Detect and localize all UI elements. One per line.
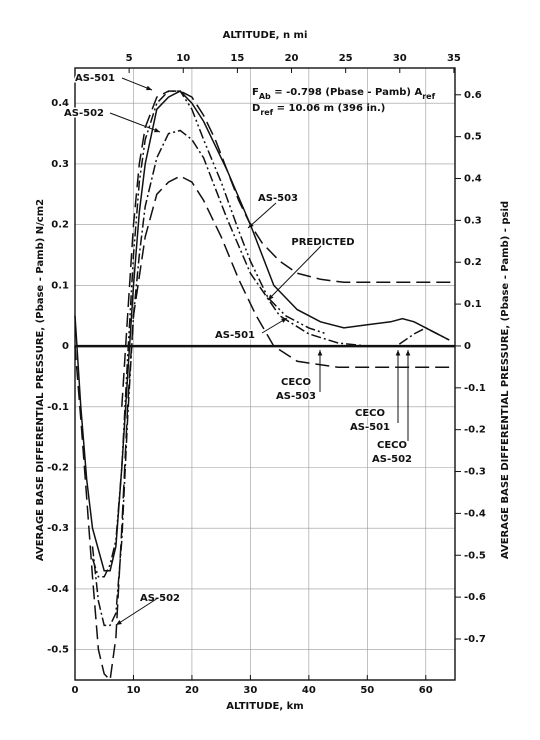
formula-text: F [252,87,259,98]
y2-tick-label: 0.3 [464,215,482,226]
y2-tick-label: 0 [464,341,471,352]
annotation: CECO [281,377,311,388]
y-tick-label: -0.2 [47,463,69,474]
y2-tick-label: 0.4 [464,174,482,185]
series-line [74,90,450,572]
arrow-head [268,294,274,300]
annotation: AS-501 [215,330,255,341]
formula-text: = -0.798 (Pbase - Pamb) A [271,87,423,98]
annotation-arrow [115,597,159,626]
x2-tick-label: 25 [339,53,353,64]
x-tick-label: 50 [360,685,374,696]
x2-tick-label: 10 [176,53,190,64]
y2-tick-label: 0.2 [464,257,482,268]
annotation: PREDICTED [291,237,354,248]
plot-frame [74,67,456,681]
x-tick-label: 30 [243,685,257,696]
annotation: AS-503 [276,391,316,402]
annotation: AS-501 [350,422,390,433]
annotation: CECO [355,408,385,419]
arrow-head [154,127,160,133]
y-tick-label: 0.3 [51,159,69,170]
annotation: AS-502 [140,593,180,604]
annotation: AS-503 [258,193,298,204]
annotation: AS-501 [75,73,115,84]
y2-tick-label: -0.6 [464,592,486,603]
formula: FAb = -0.798 (Pbase - Pamb) Aref [252,87,436,101]
x2-tick-label: 20 [285,53,299,64]
x2-tick-label: 35 [447,53,461,64]
x-tick-label: 0 [72,685,79,696]
y-tick-label: -0.1 [47,402,69,413]
y2-tick-label: 0.5 [464,132,482,143]
y-tick-label: 0.4 [51,98,69,109]
formula-subscript: Ab [259,92,271,101]
annotation-arrow [109,112,161,133]
annotation: AS-502 [64,108,104,119]
series-line [91,129,450,627]
y-axis-title: AVERAGE BASE DIFFERENTIAL PRESSURE, (Pba… [35,199,46,561]
arrow-head [317,350,323,356]
formula-subscript: ref [422,92,435,101]
annotation-arrow [247,202,277,229]
y2-tick-label: -0.7 [464,634,486,645]
annotation-arrow [267,245,322,301]
x-tick-label: 20 [185,685,199,696]
y-tick-label: 0.1 [51,280,69,291]
y-tick-label: -0.3 [47,523,69,534]
arrow-head [395,350,401,356]
y2-tick-label: 0.6 [464,90,482,101]
y2-tick-label: -0.5 [464,550,486,561]
y-tick-label: 0 [62,341,69,352]
annotation: AS-502 [372,454,412,465]
x2-tick-label: 15 [230,53,244,64]
x2-tick-label: 5 [126,53,133,64]
y-tick-label: -0.4 [47,584,69,595]
formula-text: D [252,103,260,114]
annotation: CECO [377,440,407,451]
x-tick-label: 10 [127,685,141,696]
x2-axis-title: ALTITUDE, n mi [223,30,308,41]
arrow-head [248,222,254,228]
arrow-head [116,620,122,625]
x-tick-label: 40 [302,685,316,696]
x-tick-label: 60 [419,685,433,696]
y2-tick-label: -0.3 [464,467,486,478]
x2-tick-label: 30 [393,53,407,64]
arrow-head [281,318,287,323]
series-line [74,175,455,682]
y2-tick-label: 0.1 [464,299,482,310]
series-line [121,90,455,407]
y2-tick-label: -0.4 [464,508,486,519]
x-axis-title: ALTITUDE, km [226,701,303,712]
y2-axis-title: AVERAGE BASE DIFFERENTIAL PRESSURE, (Pba… [500,201,511,559]
y-tick-label: 0.2 [51,220,69,231]
y-tick-label: -0.5 [47,645,69,656]
formula-text: = 10.06 m (396 in.) [273,103,385,114]
y2-tick-label: -0.2 [464,425,486,436]
arrow-head [405,350,411,356]
formula-subscript: ref [260,108,273,117]
arrow-head [146,85,152,91]
y2-tick-label: -0.1 [464,383,486,394]
formula: Dref = 10.06 m (396 in.) [252,103,385,117]
series-line [91,90,327,578]
